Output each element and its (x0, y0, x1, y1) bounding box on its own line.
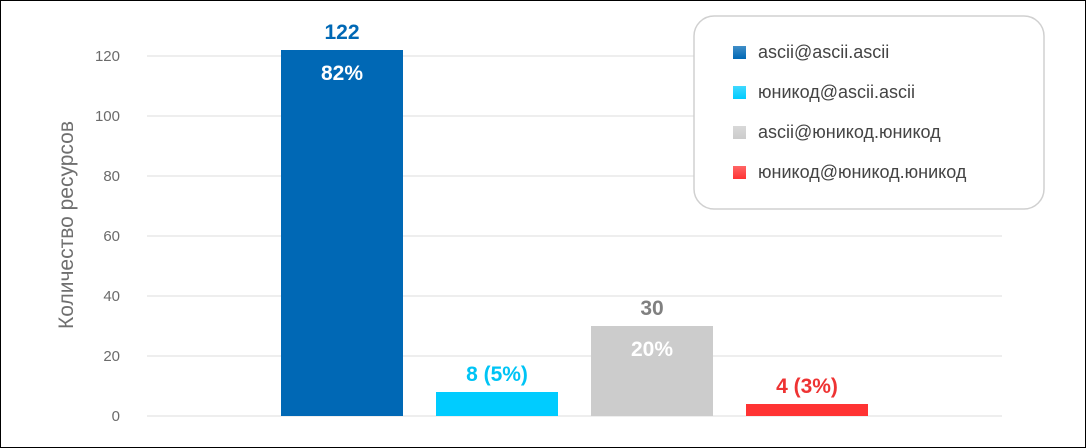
legend: ascii@ascii.ascii юникод@ascii.ascii ascii… (693, 15, 1045, 210)
legend-swatch (733, 86, 746, 99)
legend-box (693, 15, 1045, 210)
bar (746, 404, 868, 416)
y-tick-label: 60 (103, 228, 120, 245)
legend-item: ascii@юникод.юникод (733, 122, 941, 142)
y-axis-label: Количество ресурсов (55, 121, 78, 329)
legend-label: юникод@юникод.юникод (758, 162, 967, 182)
y-tick-label: 40 (103, 288, 120, 305)
y-tick-label: 0 (112, 408, 120, 425)
y-axis-ticks: 0 20 40 60 80 100 120 (95, 48, 120, 425)
legend-label: ascii@юникод.юникод (758, 122, 941, 142)
legend-label: юникод@ascii.ascii (758, 82, 915, 102)
legend-item: ascii@ascii.ascii (733, 42, 889, 62)
legend-item: юникод@юникод.юникод (733, 162, 967, 182)
legend-swatch (733, 46, 746, 59)
bars: 122 82% 8 (5%) 30 20% 4 (3%) (281, 21, 868, 416)
bar-percent-label: 82% (321, 62, 363, 85)
legend-swatch (733, 166, 746, 179)
y-tick-label: 80 (103, 168, 120, 185)
bar-value-label: 30 (640, 297, 663, 320)
y-tick-label: 120 (95, 48, 120, 65)
bar (281, 50, 403, 416)
bar-value-label: 8 (5%) (466, 363, 528, 386)
bar-percent-label: 20% (631, 338, 673, 361)
bar-value-label: 122 (324, 21, 359, 44)
legend-item: юникод@ascii.ascii (733, 82, 915, 102)
legend-label: ascii@ascii.ascii (758, 42, 889, 62)
y-tick-label: 100 (95, 108, 120, 125)
bar (591, 326, 713, 416)
legend-swatch (733, 126, 746, 139)
bar-value-label: 4 (3%) (776, 375, 838, 398)
y-tick-label: 20 (103, 348, 120, 365)
bar (436, 392, 558, 416)
